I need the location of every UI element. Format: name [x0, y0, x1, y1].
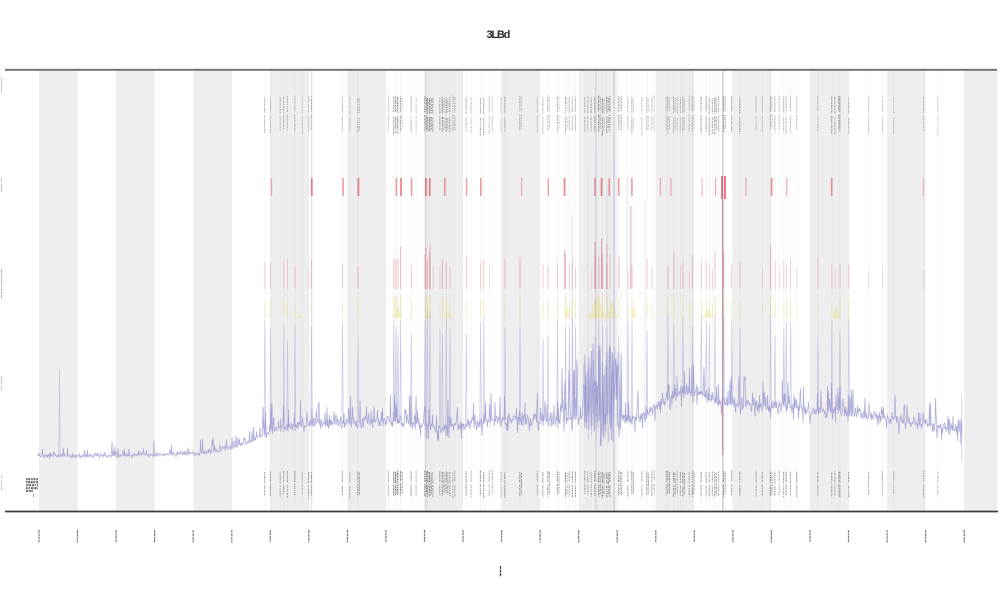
svg-text:3LBd: 3LBd	[487, 29, 510, 41]
